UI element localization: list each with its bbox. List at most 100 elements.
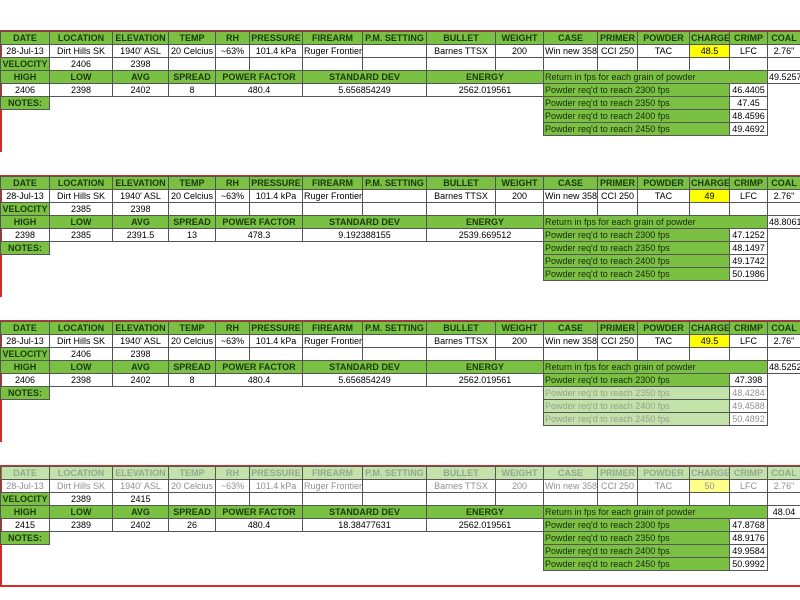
velocity-label[interactable]: VELOCITY <box>0 347 50 361</box>
powder-label[interactable]: Powder req'd to reach 2450 fps <box>543 412 730 426</box>
column-header[interactable]: FIREARM <box>302 321 363 335</box>
notes-area[interactable] <box>50 242 544 255</box>
powder-label[interactable]: Powder req'd to reach 2400 fps <box>543 254 730 268</box>
empty-cell[interactable] <box>597 202 638 216</box>
empty-cell[interactable] <box>495 492 544 506</box>
stats-header[interactable]: HIGH <box>0 215 50 229</box>
stat-value[interactable]: 2398 <box>0 228 50 242</box>
empty-cell[interactable] <box>1 400 50 413</box>
data-cell[interactable]: ~63% <box>215 334 250 348</box>
empty-cell[interactable] <box>1 268 50 281</box>
powder-value[interactable]: 49.1742 <box>729 254 768 268</box>
charge-cell[interactable]: 49.5 <box>689 334 730 348</box>
velocity-label[interactable]: VELOCITY <box>0 57 50 71</box>
powder-label[interactable]: Powder req'd to reach 2400 fps <box>543 544 730 558</box>
column-header[interactable]: LOCATION <box>49 321 113 335</box>
data-cell[interactable]: Dirt Hills SK <box>49 479 113 493</box>
stats-header[interactable]: SPREAD <box>168 360 216 374</box>
column-header[interactable]: RH <box>215 321 250 335</box>
data-cell[interactable]: CCI 250 <box>597 334 638 348</box>
stats-header[interactable]: POWER FACTOR <box>215 70 303 84</box>
data-cell[interactable]: Ruger Frontier <box>302 189 363 203</box>
column-header[interactable]: PRESSURE <box>249 176 303 190</box>
stat-value[interactable]: 2402 <box>112 518 169 532</box>
notes-area[interactable] <box>50 387 544 400</box>
stats-header[interactable]: ENERGY <box>426 360 544 374</box>
data-cell[interactable]: 2.76" <box>767 334 800 348</box>
stat-value[interactable]: 9.192388155 <box>302 228 427 242</box>
empty-cell[interactable] <box>597 57 638 71</box>
column-header[interactable]: ELEVATION <box>112 176 169 190</box>
column-header[interactable]: PRIMER <box>597 176 638 190</box>
empty-cell[interactable] <box>729 57 768 71</box>
return-value[interactable]: 48.5252 <box>767 360 800 374</box>
column-header[interactable]: DATE <box>0 31 50 45</box>
empty-cell[interactable] <box>1 558 50 571</box>
column-header[interactable]: RH <box>215 31 250 45</box>
column-header[interactable]: COAL <box>767 321 800 335</box>
column-header[interactable]: CHARGE <box>689 466 730 480</box>
empty-cell[interactable] <box>362 57 427 71</box>
column-header[interactable]: TEMP <box>168 466 216 480</box>
column-header[interactable]: LOCATION <box>49 466 113 480</box>
empty-cell[interactable] <box>215 202 250 216</box>
empty-cell[interactable] <box>768 558 800 571</box>
data-cell[interactable]: TAC <box>637 479 690 493</box>
data-cell[interactable]: Dirt Hills SK <box>49 334 113 348</box>
column-header[interactable]: DATE <box>0 321 50 335</box>
empty-cell[interactable] <box>1 255 50 268</box>
stat-value[interactable]: 5.656854249 <box>302 83 427 97</box>
column-header[interactable]: CASE <box>543 176 598 190</box>
column-header[interactable]: FIREARM <box>302 31 363 45</box>
stats-header[interactable]: SPREAD <box>168 505 216 519</box>
stat-value[interactable]: 2398 <box>49 373 113 387</box>
column-header[interactable]: CASE <box>543 31 598 45</box>
data-cell[interactable] <box>362 334 427 348</box>
data-cell[interactable]: 28-Jul-13 <box>0 334 50 348</box>
powder-label[interactable]: Powder req'd to reach 2350 fps <box>543 96 730 110</box>
column-header[interactable]: BULLET <box>426 466 496 480</box>
column-header[interactable]: BULLET <box>426 31 496 45</box>
empty-cell[interactable] <box>768 97 800 110</box>
powder-label[interactable]: Powder req'd to reach 2300 fps <box>543 518 730 532</box>
data-cell[interactable]: Win new 358 <box>543 189 598 203</box>
stats-header[interactable]: AVG <box>112 360 169 374</box>
stats-header[interactable]: ENERGY <box>426 70 544 84</box>
data-cell[interactable]: Dirt Hills SK <box>49 44 113 58</box>
powder-value[interactable]: 49.4692 <box>729 122 768 136</box>
return-label[interactable]: Return in fps for each grain of powder <box>543 505 768 519</box>
velocity-label[interactable]: VELOCITY <box>0 492 50 506</box>
data-cell[interactable]: 1940' ASL <box>112 479 169 493</box>
stat-value[interactable]: 2406 <box>0 373 50 387</box>
return-value[interactable]: 49.5257 <box>767 70 800 84</box>
empty-cell[interactable] <box>768 374 800 387</box>
data-cell[interactable]: TAC <box>637 334 690 348</box>
powder-value[interactable]: 48.9176 <box>729 531 768 545</box>
velocity-value[interactable]: 2389 <box>49 492 113 506</box>
empty-cell[interactable] <box>362 202 427 216</box>
stat-value[interactable]: 2562.019561 <box>426 83 544 97</box>
data-cell[interactable]: 200 <box>495 334 544 348</box>
stat-value[interactable]: 2415 <box>0 518 50 532</box>
stats-header[interactable]: ENERGY <box>426 505 544 519</box>
data-cell[interactable]: LFC <box>729 44 768 58</box>
empty-cell[interactable] <box>768 532 800 545</box>
column-header[interactable]: CHARGE <box>689 31 730 45</box>
empty-cell[interactable] <box>543 492 598 506</box>
stat-value[interactable]: 2539.669512 <box>426 228 544 242</box>
empty-cell[interactable] <box>1 110 50 123</box>
notes-area[interactable] <box>50 413 544 426</box>
column-header[interactable]: CRIMP <box>729 176 768 190</box>
data-cell[interactable]: 101.4 kPa <box>249 44 303 58</box>
powder-value[interactable]: 47.1252 <box>729 228 768 242</box>
empty-cell[interactable] <box>426 492 496 506</box>
data-cell[interactable]: 200 <box>495 479 544 493</box>
empty-cell[interactable] <box>768 400 800 413</box>
empty-cell[interactable] <box>637 57 690 71</box>
empty-cell[interactable] <box>689 347 730 361</box>
empty-cell[interactable] <box>768 84 800 97</box>
column-header[interactable]: CHARGE <box>689 176 730 190</box>
notes-area[interactable] <box>50 400 544 413</box>
empty-cell[interactable] <box>637 347 690 361</box>
stats-header[interactable]: STANDARD DEV <box>302 505 427 519</box>
